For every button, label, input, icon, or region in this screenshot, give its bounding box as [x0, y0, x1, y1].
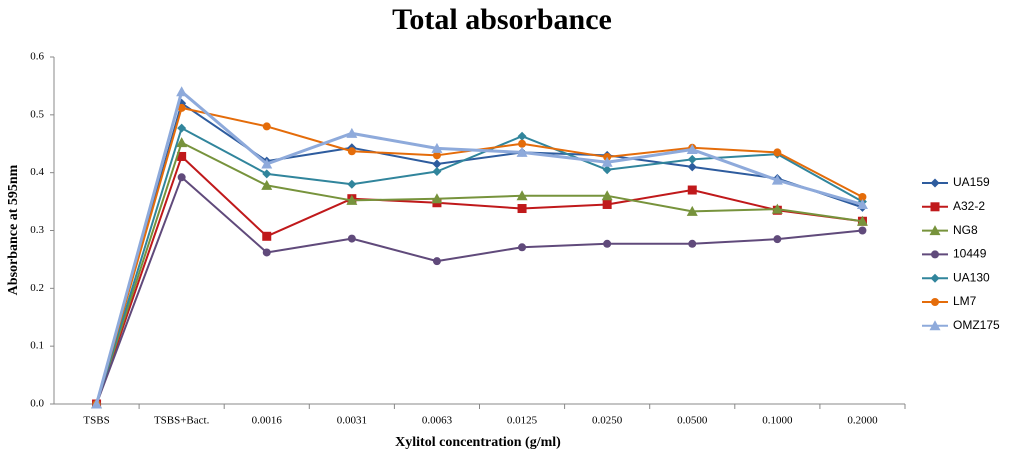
y-tick-label: 0.5: [30, 108, 44, 120]
legend-marker: [930, 273, 940, 283]
y-tick-label: 0.1: [30, 340, 44, 352]
data-point: [858, 192, 867, 201]
x-tick-label: 0.0500: [677, 415, 708, 427]
data-point: [602, 165, 612, 175]
data-point: [262, 231, 272, 241]
series-line: [95, 127, 863, 405]
y-tick-label: 0.6: [30, 51, 44, 63]
data-point: [771, 174, 783, 185]
data-point: [687, 185, 697, 195]
x-axis-title: Xylitol concentration (g/ml): [395, 435, 561, 450]
chart-title: Total absorbance: [392, 3, 612, 36]
data-point: [91, 398, 103, 409]
data-point: [517, 131, 527, 141]
legend-marker: [931, 250, 939, 259]
legend-label: OMZ175: [953, 318, 1000, 332]
data-point: [856, 198, 868, 209]
x-tick-label: 0.0031: [337, 415, 367, 427]
data-point: [517, 204, 527, 214]
x-tick-label: 0.0016: [252, 415, 283, 427]
data-point: [773, 235, 782, 244]
data-point: [602, 199, 612, 209]
data-point: [347, 179, 357, 189]
data-point: [601, 190, 613, 201]
data-point: [686, 144, 698, 155]
legend-marker: [929, 225, 941, 236]
legend-marker: [930, 178, 940, 188]
data-point: [432, 167, 442, 177]
data-point: [856, 215, 868, 226]
series-line: [95, 141, 863, 405]
data-point: [177, 173, 186, 182]
data-point: [432, 151, 441, 160]
legend-label: 10449: [953, 247, 987, 261]
data-point: [176, 137, 188, 148]
data-point: [262, 169, 272, 179]
data-point: [177, 151, 187, 161]
data-point: [687, 154, 697, 164]
legend-marker: [931, 298, 939, 306]
data-point: [346, 127, 358, 138]
legend-label: A32-2: [953, 199, 985, 213]
legend-label: NG8: [953, 223, 978, 237]
data-point: [771, 203, 783, 214]
data-point: [177, 123, 187, 133]
data-point: [347, 234, 356, 243]
data-point: [518, 139, 527, 148]
y-tick-label: 0.4: [30, 166, 44, 178]
data-point: [601, 156, 613, 167]
legend-label: UA130: [953, 270, 990, 284]
data-point: [688, 239, 697, 248]
legend-marker: [930, 202, 940, 212]
data-point: [177, 103, 186, 112]
data-point: [518, 243, 527, 252]
data-point: [686, 205, 698, 216]
data-point: [432, 159, 442, 169]
data-point: [516, 190, 528, 201]
data-point: [432, 257, 441, 266]
data-point: [773, 148, 782, 157]
series-line: [95, 106, 863, 405]
data-point: [261, 179, 273, 190]
series-line: [95, 90, 863, 405]
data-point: [262, 122, 271, 131]
x-tick-label: 0.0250: [592, 415, 623, 427]
x-tick-label: 0.1000: [762, 415, 793, 427]
data-point: [262, 248, 271, 257]
y-tick-label: 0.2: [30, 282, 44, 294]
data-point: [687, 162, 697, 172]
data-point: [603, 239, 612, 248]
data-point: [176, 86, 188, 97]
x-tick-label: 0.0125: [507, 415, 538, 427]
series-line: [95, 102, 863, 405]
x-tick-label: TSBS: [83, 415, 109, 427]
data-point: [858, 226, 867, 235]
y-tick-label: 0.0: [30, 398, 44, 410]
x-tick-label: TSBS+Bact.: [154, 415, 210, 427]
data-point: [347, 147, 356, 156]
legend-label: UA159: [953, 175, 990, 189]
series-line: [95, 155, 863, 405]
x-tick-label: 0.0063: [422, 415, 453, 427]
data-point: [346, 194, 358, 205]
legend-marker: [929, 320, 941, 331]
data-point: [431, 193, 443, 204]
y-tick-label: 0.3: [30, 224, 44, 236]
data-point: [261, 158, 273, 169]
x-tick-label: 0.2000: [847, 415, 878, 427]
data-point: [431, 142, 443, 153]
data-point: [516, 146, 528, 157]
series-line: [95, 176, 863, 405]
legend-label: LM7: [953, 294, 977, 308]
y-axis-title: Absorbance at 595nm: [6, 164, 21, 295]
